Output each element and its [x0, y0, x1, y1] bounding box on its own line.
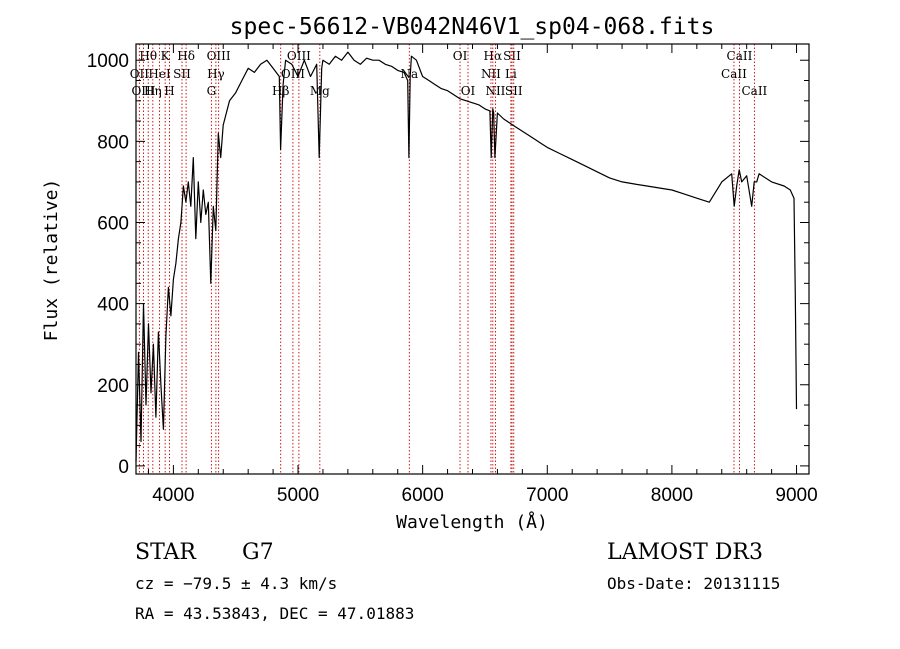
spectrum-line [135, 51, 798, 462]
y-tick-label: 200 [97, 376, 129, 397]
redshift-cz: cz = −79.5 ± 4.3 km/s [135, 574, 338, 593]
line-id-label: Hα [484, 49, 503, 63]
line-id-label: Hδ [177, 49, 195, 63]
survey-name: LAMOST DR3 [607, 540, 763, 565]
line-id-label: SII [505, 84, 523, 98]
line-id-label: Mg [310, 84, 330, 98]
line-id-label: OII [130, 67, 150, 81]
line-id-label: NII [485, 84, 505, 98]
x-tick-label: 9000 [775, 485, 817, 506]
line-id-label: G [207, 84, 217, 98]
line-id-label: Hη [144, 84, 162, 98]
object-class: STAR [135, 540, 196, 565]
y-tick-label: 0 [118, 457, 129, 478]
line-id-label: HeI [148, 67, 171, 81]
line-id-label: Na [400, 67, 418, 81]
y-tick-label: 1000 [87, 51, 129, 72]
line-id-label: OI [453, 49, 468, 63]
y-tick-label: 400 [97, 295, 129, 316]
line-id-label: OIII [207, 49, 231, 63]
chart-title: spec-56612-VB042N46V1_sp04-068.fits [230, 14, 715, 40]
line-id-label: CaII [741, 84, 767, 98]
line-id-label: K [161, 49, 171, 63]
line-id-label: CaII [727, 49, 753, 63]
line-id-label: SII [173, 67, 191, 81]
line-id-label: OIII [131, 84, 155, 98]
object-subclass: G7 [242, 540, 274, 565]
line-id-label: Hγ [207, 67, 225, 81]
obs-date: Obs-Date: 20131115 [607, 574, 781, 593]
line-id-label: NII [481, 67, 501, 81]
y-tick-label: 600 [97, 213, 129, 234]
line-id-label: CaII [721, 67, 747, 81]
x-tick-label: 8000 [651, 485, 693, 506]
y-tick-label: 800 [97, 132, 129, 153]
y-axis-ticks: 0 200 400 600 800 1000 [87, 51, 809, 478]
line-id-label: OIII [287, 49, 311, 63]
y-axis-label: Flux (relative) [41, 179, 62, 342]
ra-dec: RA = 43.53843, DEC = 47.01883 [135, 604, 415, 623]
line-id-label: Hβ [272, 84, 289, 98]
line-id-label: OIII [281, 67, 305, 81]
line-id-label: SII [503, 49, 521, 63]
plot-frame [135, 43, 810, 475]
x-axis-ticks: 4000 5000 6000 7000 8000 9000 [147, 44, 818, 506]
line-id-label: Hθ [139, 49, 157, 63]
line-id-label: Li [505, 67, 517, 81]
x-tick-label: 4000 [152, 485, 194, 506]
line-id-layer: Hθ OII OIII HeI Hη K H SII Hδ OIII Hγ G OIII OIII Hβ Mg… [130, 44, 768, 474]
line-id-label: H [164, 84, 174, 98]
x-axis-label: Wavelength (Å) [396, 511, 548, 533]
x-tick-label: 7000 [526, 485, 568, 506]
x-tick-label: 5000 [277, 485, 319, 506]
x-tick-label: 6000 [402, 485, 444, 506]
line-id-label: OI [461, 84, 476, 98]
